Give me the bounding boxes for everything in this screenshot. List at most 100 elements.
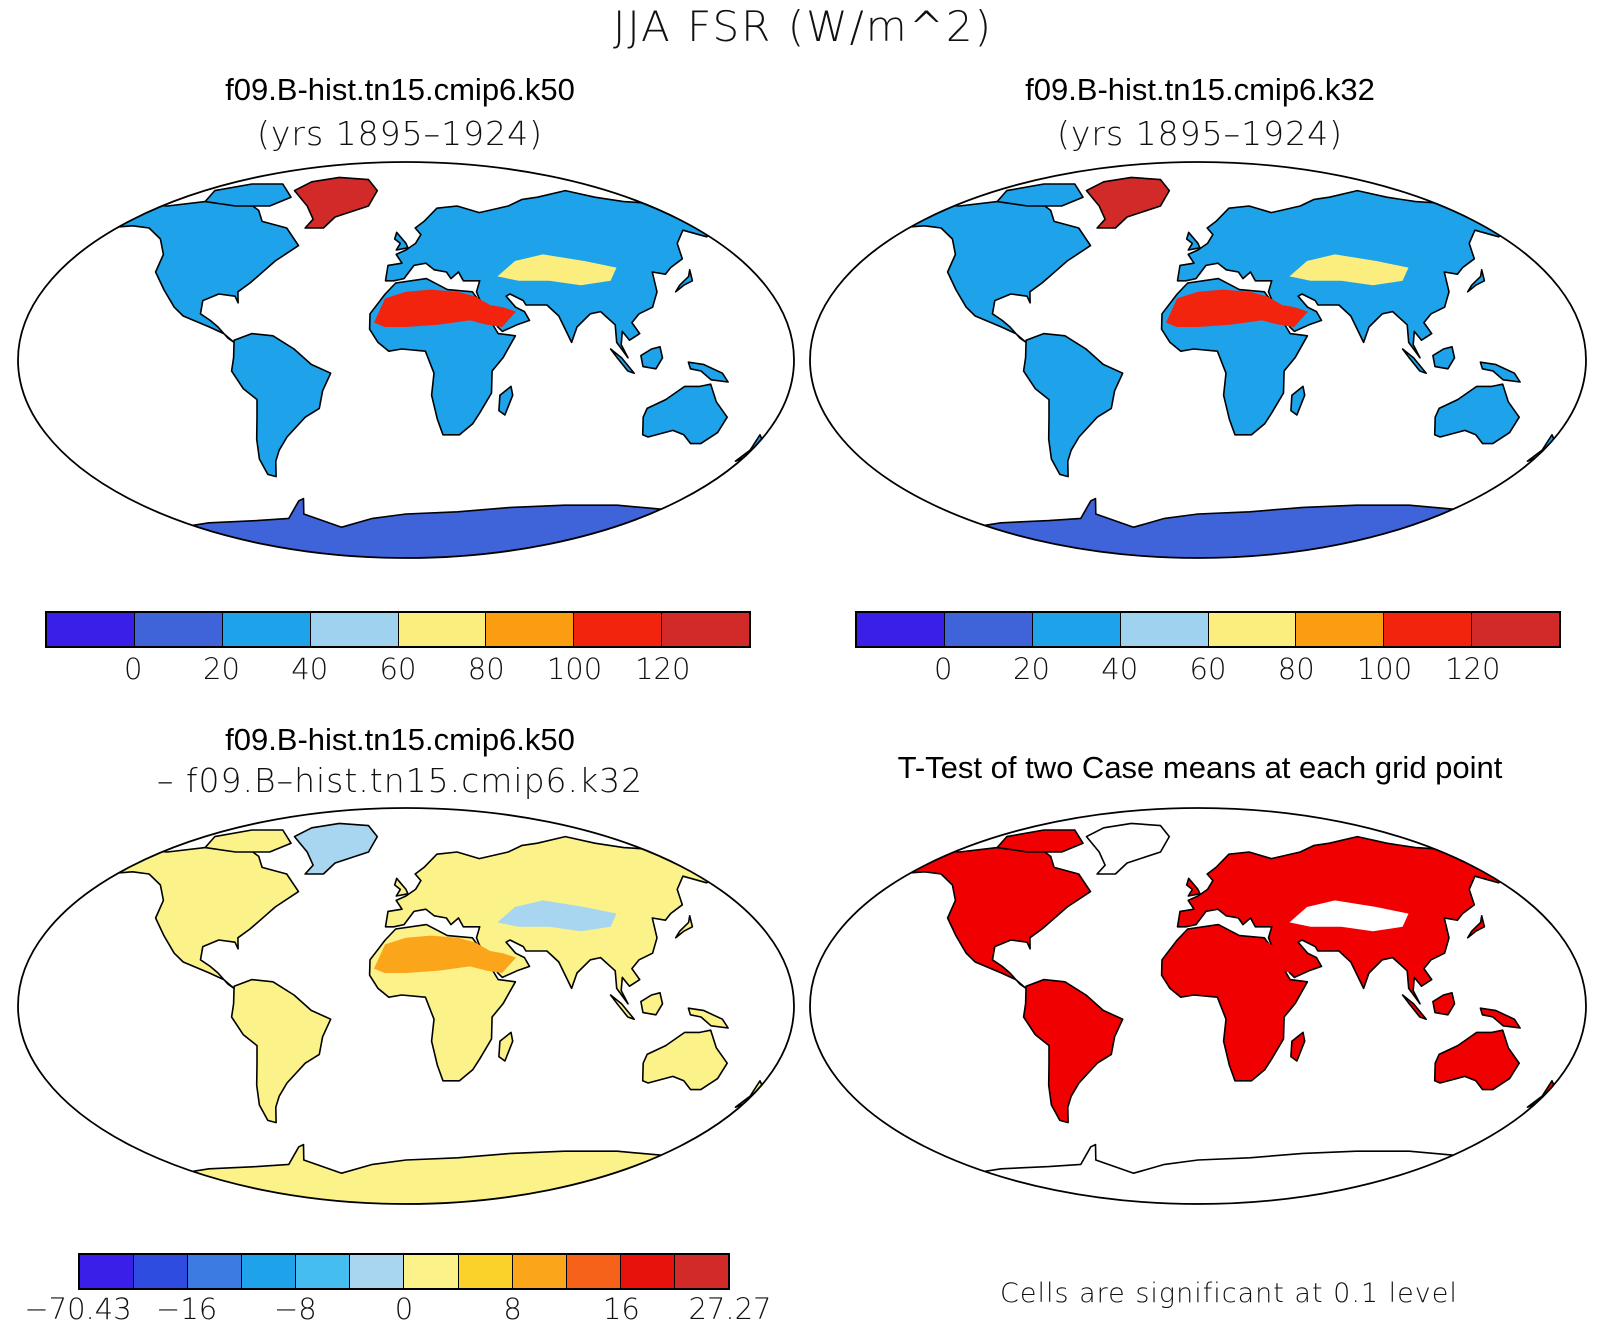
colorbar-swatch — [458, 1255, 513, 1288]
colorbar-swatch — [620, 1255, 675, 1288]
map-k50 — [17, 161, 795, 559]
desert-region — [1166, 935, 1308, 973]
landmass-borneo — [1432, 346, 1456, 370]
diff-panel-subtitle: – f09.B–hist.tn15.cmip6.k32 — [156, 761, 644, 800]
colorbar-tick-label: 40 — [291, 652, 329, 686]
map-border — [17, 161, 795, 559]
landmass-samerica — [1022, 978, 1124, 1124]
colorbar-swatch — [1296, 613, 1385, 646]
colorbar-tick-label: 80 — [1277, 652, 1315, 686]
landmass-japan — [1466, 269, 1486, 293]
landmass-samerica — [1022, 332, 1124, 478]
landmass-newguinea — [1479, 1007, 1521, 1029]
colorbar-swatch — [1472, 613, 1559, 646]
landmass-australia — [1433, 383, 1520, 445]
colorbar-tick-label: 0 — [124, 652, 143, 686]
desert-region — [374, 935, 516, 973]
colorbar-swatch — [1208, 613, 1297, 646]
landmass-uk — [1185, 231, 1201, 251]
colorbar-tick-label: −70.43 — [24, 1292, 132, 1326]
arid-region — [1289, 254, 1409, 286]
figure-title: JJA FSR (W/m^2) — [612, 2, 993, 51]
map-border — [809, 807, 1587, 1205]
colorbar-swatch — [574, 613, 663, 646]
colorbar-tick-label: −8 — [273, 1292, 317, 1326]
colorbar-ticks-right: 0 20 40 60 80 100 120 — [855, 652, 1561, 688]
landmass-arctic_isl — [996, 183, 1084, 207]
significance-note: Cells are significant at 0.1 level — [1000, 1278, 1458, 1309]
colorbar-swatch — [662, 613, 749, 646]
landmass-australia — [641, 1029, 728, 1091]
colorbar-tick-label: 100 — [1356, 652, 1413, 686]
arid-region — [497, 254, 617, 286]
panel-title-k50: f09.B-hist.tn15.cmip6.k50 — [225, 72, 575, 107]
colorbar-swatch — [310, 613, 399, 646]
colorbar-swatch — [512, 1255, 567, 1288]
landmass-namerica — [894, 200, 1092, 344]
landmass-namerica — [102, 200, 300, 344]
colorbar-swatch — [242, 1255, 297, 1288]
landmass-borneo — [640, 346, 664, 370]
landmass-newguinea — [687, 1007, 729, 1029]
colorbar-swatch — [80, 1255, 135, 1288]
landmass-greenland — [1085, 822, 1171, 875]
landmass-sumatra — [1401, 348, 1427, 374]
landmass-greenland — [1085, 176, 1171, 229]
colorbar-swatch — [566, 1255, 621, 1288]
landmasses — [894, 822, 1560, 1204]
panel-title-k32: f09.B-hist.tn15.cmip6.k32 — [1025, 72, 1375, 107]
colorbar-swatch — [350, 1255, 405, 1288]
colorbar-swatch — [857, 613, 945, 646]
arid-region — [1289, 900, 1409, 932]
landmass-samerica — [230, 332, 332, 478]
colorbar-tick-label: 120 — [635, 652, 691, 686]
ttest-panel-title: T-Test of two Case means at each grid po… — [897, 750, 1503, 785]
map-k32 — [809, 161, 1587, 559]
landmass-madagascar — [1290, 1031, 1306, 1062]
colorbar-swatch — [944, 613, 1033, 646]
landmass-arctic_isl — [204, 829, 292, 853]
colorbar-swatch — [47, 613, 135, 646]
colorbar-difference — [78, 1253, 730, 1290]
landmass-newguinea — [687, 361, 729, 383]
colorbar-swatch — [404, 1255, 459, 1288]
colorbar-absolute-right — [855, 611, 1561, 648]
landmass-madagascar — [498, 385, 514, 416]
arid-region — [497, 900, 617, 932]
colorbar-swatch — [1032, 613, 1121, 646]
colorbar-tick-label: 20 — [1013, 652, 1050, 686]
colorbar-swatch — [486, 613, 575, 646]
colorbar-swatch — [134, 613, 223, 646]
colorbar-tick-label: 16 — [602, 1292, 640, 1326]
landmass-madagascar — [498, 1031, 514, 1062]
landmass-sumatra — [609, 348, 635, 374]
landmass-borneo — [640, 992, 664, 1016]
colorbar-swatch — [296, 1255, 351, 1288]
colorbar-swatch — [398, 613, 487, 646]
landmass-japan — [1466, 915, 1486, 939]
colorbar-tick-label: 120 — [1445, 652, 1501, 686]
colorbar-tick-label: 40 — [1101, 652, 1139, 686]
landmass-namerica — [102, 846, 300, 990]
landmass-borneo — [1432, 992, 1456, 1016]
colorbar-ticks-left: 0 20 40 60 80 100 120 — [45, 652, 751, 688]
colorbar-swatch — [222, 613, 311, 646]
colorbar-swatch — [1384, 613, 1473, 646]
landmass-arctic_isl — [204, 183, 292, 207]
colorbar-swatch — [674, 1255, 728, 1288]
landmass-sumatra — [1401, 994, 1427, 1020]
landmass-japan — [674, 269, 694, 293]
landmass-namerica — [894, 846, 1092, 990]
diff-panel-title: f09.B-hist.tn15.cmip6.k50 — [225, 722, 575, 757]
colorbar-tick-label: 27.27 — [688, 1292, 772, 1326]
desert-region — [374, 289, 516, 327]
landmass-arctic_isl — [996, 829, 1084, 853]
landmass-madagascar — [1290, 385, 1306, 416]
panel-subtitle-k32: (yrs 1895–1924) — [1057, 114, 1343, 153]
landmass-uk — [393, 877, 409, 897]
landmass-sumatra — [609, 994, 635, 1020]
landmass-uk — [393, 231, 409, 251]
landmasses — [102, 176, 768, 558]
map-border — [17, 807, 795, 1205]
landmass-newguinea — [1479, 361, 1521, 383]
